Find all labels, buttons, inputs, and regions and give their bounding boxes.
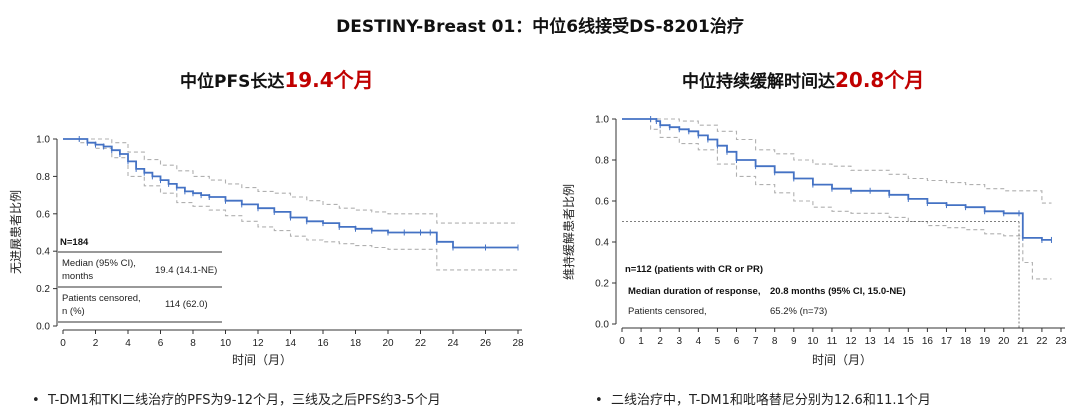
pfs-headline-prefix: 中位PFS长达 [180,72,285,92]
y-tick-label: 1.0 [36,135,50,146]
x-tick-label: 13 [865,336,877,347]
box-median-value: 19.4 (14.1-NE) [155,265,217,276]
x-axis-label: 时间（月） [812,353,872,367]
ci-line [622,118,1052,204]
y-tick-label: 1.0 [595,115,609,126]
dor-bullet-text: 二线治疗中，T-DM1和吡咯替尼分别为12.6和11.1个月 [610,393,931,408]
dor-info-box: n=112 (patients with CR or PR) Median du… [625,264,906,317]
x-tick-label: 8 [190,338,196,349]
x-tick-label: 20 [998,336,1010,347]
x-tick-label: 2 [657,336,663,347]
x-tick-label: 5 [715,336,721,347]
y-tick-label: 0.2 [595,279,609,290]
x-tick-label: 22 [415,338,427,349]
box-censored-label: Patients censored, [62,293,141,304]
x-tick-label: 18 [960,336,972,347]
x-tick-label: 28 [512,338,524,349]
x-tick-label: 17 [941,336,953,347]
dor-chart: 0 1 2 3 4 5 6 7 8 9 10 11 12 13 14 15 16 17 18 19 20 21 22 230.… [561,115,1067,368]
y-tick-label: 0.4 [36,247,50,258]
x-tick-label: 14 [884,336,896,347]
x-tick-label: 14 [285,338,297,349]
dor-bullet-note: • 二线治疗中，T-DM1和吡咯替尼分别为12.6和11.1个月 [595,393,931,408]
box-censored-label-2: n (%) [62,306,85,317]
ci-line [63,138,518,224]
x-tick-label: 10 [220,338,232,349]
x-tick-label: 3 [676,336,682,347]
pfs-chart: 0 2 4 6 8 10 12 14 16 18 20 22 24 26 280.00.20.40.60.8… [9,135,524,368]
y-tick-label: 0.4 [595,238,609,249]
x-tick-label: 0 [619,336,625,347]
page-title: DESTINY-Breast 01：中位6线接受DS-8201治疗 [336,17,744,37]
box-n-label: N=184 [60,237,89,248]
pfs-info-box: N=184 Median (95% CI), months 19.4 (14.1… [58,237,222,323]
y-tick-label: 0.6 [595,197,609,208]
x-tick-label: 16 [317,338,329,349]
x-tick-label: 4 [125,338,131,349]
ci-line [622,118,1052,280]
box-censored-label: Patients censored, [628,306,707,317]
y-axis-label: 无进展患者比例 [9,190,23,274]
x-tick-label: 6 [734,336,740,347]
x-axis-label: 时间（月） [232,353,292,367]
pfs-headline-value: 19.4个月 [284,68,374,92]
pfs-bullet-note: • T-DM1和TKI二线治疗的PFS为9-12个月，三线及之后PFS约3-5个… [32,393,441,408]
y-tick-label: 0.6 [36,209,50,220]
ci-line [63,138,518,271]
x-tick-label: 18 [350,338,362,349]
x-tick-label: 2 [93,338,99,349]
box-censored-value: 65.2% (n=73) [770,306,827,317]
dor-headline-value: 20.8个月 [835,68,925,92]
x-tick-label: 20 [382,338,394,349]
x-tick-label: 24 [447,338,459,349]
box-median-label: Median duration of response, [628,286,761,297]
box-median-label-2: months [62,271,93,282]
x-tick-label: 16 [922,336,934,347]
x-tick-label: 7 [753,336,759,347]
x-tick-label: 21 [1017,336,1029,347]
x-tick-label: 22 [1036,336,1048,347]
y-tick-label: 0.8 [595,156,609,167]
x-tick-label: 9 [791,336,797,347]
x-tick-label: 19 [979,336,991,347]
x-tick-label: 0 [60,338,66,349]
x-tick-label: 4 [696,336,702,347]
y-tick-label: 0.2 [36,284,50,295]
pfs-headline: 中位PFS长达19.4个月 [180,64,374,93]
box-median-value: 20.8 months (95% CI, 15.0-NE) [770,286,906,297]
y-tick-label: 0.0 [595,320,609,331]
x-tick-label: 11 [827,336,838,347]
x-tick-label: 26 [480,338,492,349]
box-n-label: n=112 (patients with CR or PR) [625,264,763,275]
x-tick-label: 1 [638,336,644,347]
y-axis-label: 维持缓解患者比例 [561,184,576,280]
y-tick-label: 0.0 [36,322,50,333]
x-tick-label: 15 [903,336,915,347]
x-tick-label: 8 [772,336,778,347]
y-tick-label: 0.8 [36,172,50,183]
x-tick-label: 10 [807,336,819,347]
dor-headline-prefix: 中位持续缓解时间达 [682,72,835,92]
box-median-label: Median (95% CI), [62,258,136,269]
box-censored-value: 114 (62.0) [165,299,208,310]
dor-headline: 中位持续缓解时间达20.8个月 [682,64,924,93]
x-tick-label: 6 [158,338,164,349]
x-tick-label: 12 [845,336,857,347]
x-tick-label: 23 [1055,336,1067,347]
x-tick-label: 12 [252,338,264,349]
pfs-bullet-text: T-DM1和TKI二线治疗的PFS为9-12个月，三线及之后PFS约3-5个月 [47,393,441,408]
